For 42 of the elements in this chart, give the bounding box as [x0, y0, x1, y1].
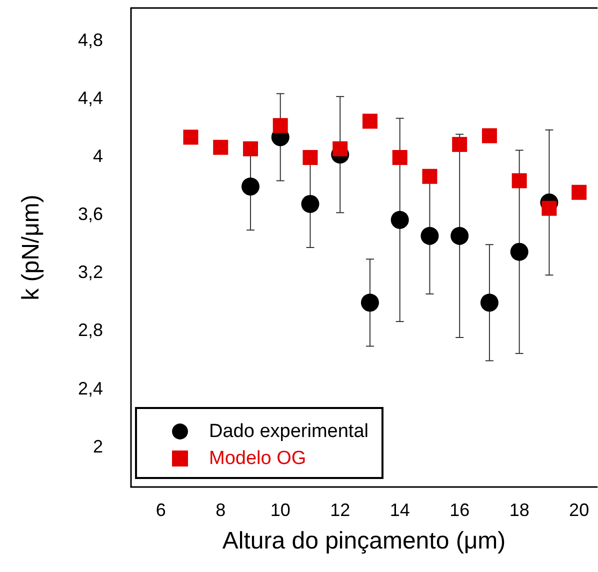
point [452, 136, 468, 152]
x-tick-label: 6 [156, 500, 166, 520]
point [302, 150, 318, 166]
y-axis-title: k (pN/μm) [18, 194, 44, 300]
point [183, 130, 198, 145]
y-tick-label: 2,4 [78, 378, 103, 398]
point [572, 184, 587, 200]
x-tick-label: 12 [330, 500, 350, 520]
x-tick-label: 20 [569, 500, 590, 520]
point [480, 294, 498, 312]
y-tick-label: 3,6 [78, 204, 103, 224]
x-tick-label: 8 [216, 500, 226, 520]
x-tick-label: 10 [270, 500, 290, 520]
point [213, 140, 228, 155]
y-tick-label: 3,2 [78, 262, 103, 282]
point [301, 194, 320, 213]
x-tick-label: 16 [450, 500, 470, 520]
point [272, 118, 288, 134]
legend-label: Dado experimental [209, 421, 368, 442]
point [512, 173, 527, 188]
x-tick-label: 14 [390, 500, 410, 520]
point [420, 226, 439, 245]
x-tick-label: 18 [509, 500, 530, 520]
point [392, 150, 408, 166]
y-tick-label: 4 [92, 146, 103, 166]
y-tick-label: 2,8 [78, 320, 103, 340]
point [542, 200, 557, 216]
x-axis-title: Altura do pinçamento (μm) [222, 528, 506, 554]
point [450, 226, 469, 245]
y-tick-label: 4,8 [78, 30, 103, 50]
point [242, 178, 260, 196]
point [482, 128, 497, 144]
point [422, 168, 438, 184]
legend-label: Modelo OG [209, 448, 306, 469]
y-tick-label: 4,4 [78, 88, 103, 108]
y-tick-label: 2 [92, 436, 103, 456]
point [360, 294, 379, 312]
point [510, 242, 528, 261]
point [242, 141, 258, 156]
point [332, 141, 348, 156]
point [362, 114, 378, 129]
point [390, 210, 409, 229]
